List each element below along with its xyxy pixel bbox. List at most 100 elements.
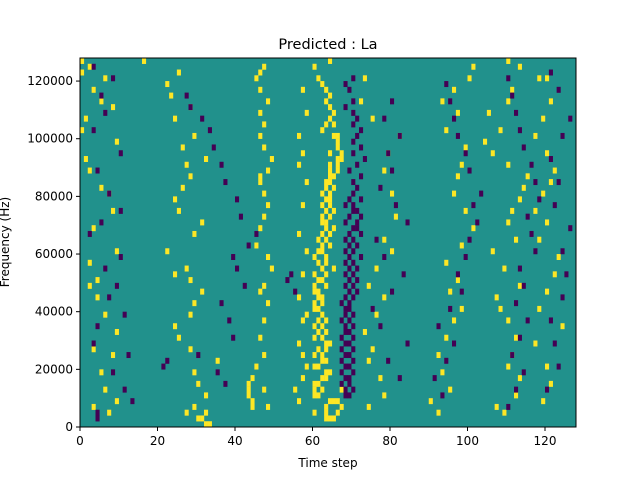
plot-area <box>80 58 576 428</box>
heatmap-cell-low <box>126 352 131 359</box>
heatmap-cell-low <box>347 213 352 220</box>
heatmap-cell-high <box>103 311 108 318</box>
heatmap-cell-high <box>548 98 553 105</box>
heatmap-cell-high <box>548 179 553 186</box>
heatmap-cell-high <box>266 202 271 209</box>
heatmap-cell-high <box>215 357 220 364</box>
heatmap-cell-high <box>328 213 333 220</box>
x-tick-label: 80 <box>382 434 397 448</box>
heatmap-cell-high <box>297 398 302 405</box>
heatmap-cell-high <box>393 213 398 220</box>
heatmap-cell-high <box>335 161 340 168</box>
heatmap-cell-low <box>355 219 360 226</box>
heatmap-cell-low <box>475 219 480 226</box>
heatmap-cell-low <box>347 277 352 284</box>
heatmap-cell-high <box>250 398 255 405</box>
heatmap-cell-high <box>324 86 329 93</box>
y-tick-label: 80000 <box>35 189 73 203</box>
heatmap-cell-high <box>537 305 542 312</box>
heatmap-cell-high <box>320 386 325 393</box>
heatmap-cell-low <box>238 213 243 220</box>
heatmap-cell-low <box>552 202 557 209</box>
heatmap-cell-high <box>80 69 85 76</box>
heatmap-cell-low <box>343 328 348 335</box>
heatmap-cell-high <box>188 277 193 284</box>
heatmap-cell-high <box>514 334 519 341</box>
heatmap-cell-low <box>556 86 561 93</box>
heatmap-cell-high <box>359 98 364 105</box>
heatmap-cell-low <box>223 179 228 186</box>
heatmap-cell-high <box>324 346 329 353</box>
heatmap-cell-high <box>316 294 321 301</box>
heatmap-cell-high <box>320 277 325 284</box>
heatmap-cell-low <box>339 357 344 364</box>
heatmap-cell-high <box>339 150 344 157</box>
heatmap-cell-high <box>335 132 340 139</box>
heatmap-cell-high <box>328 58 333 64</box>
heatmap-cell-low <box>359 254 364 260</box>
heatmap-cell-high <box>448 386 453 393</box>
heatmap-cell-low <box>405 219 410 226</box>
heatmap-cell-low <box>347 392 352 399</box>
x-tick-label: 0 <box>76 434 84 448</box>
heatmap-cell-high <box>200 415 205 422</box>
heatmap-cell-high <box>324 375 329 382</box>
heatmap-cell-high <box>506 317 511 324</box>
heatmap-cell-high <box>114 248 119 255</box>
heatmap-cell-high <box>331 184 336 191</box>
heatmap-cell-high <box>300 352 305 359</box>
heatmap-cell-low <box>355 265 360 272</box>
heatmap-cell-high <box>382 236 387 243</box>
heatmap-cell-low <box>448 98 453 105</box>
heatmap-cell-low <box>343 202 348 209</box>
heatmap-cell-low <box>355 277 360 284</box>
heatmap-cell-high <box>304 179 309 186</box>
heatmap-cell-low <box>339 334 344 341</box>
heatmap-cell-low <box>351 109 356 116</box>
heatmap-cell-low <box>343 392 348 399</box>
heatmap-cell-high <box>324 219 329 226</box>
heatmap-cell-high <box>545 150 550 157</box>
heatmap-cell-high <box>300 317 305 324</box>
heatmap-cell-low <box>355 161 360 168</box>
heatmap-cell-low <box>351 225 356 232</box>
heatmap-cell-low <box>405 340 410 347</box>
heatmap-cell-low <box>339 300 344 307</box>
heatmap-cell-low <box>374 236 379 243</box>
heatmap-cell-high <box>254 363 259 370</box>
heatmap-cell-low <box>362 156 367 162</box>
heatmap-cell-high <box>494 294 499 301</box>
heatmap-cell-low <box>235 265 240 272</box>
heatmap-cell-high <box>312 380 317 387</box>
heatmap-cell-high <box>192 369 197 376</box>
heatmap-cell-high <box>506 161 511 168</box>
heatmap-cell-low <box>378 323 383 330</box>
heatmap-cell-high <box>320 248 325 255</box>
heatmap-cell-high <box>312 288 317 295</box>
heatmap-cell-high <box>316 288 321 295</box>
heatmap-cell-low <box>351 282 356 289</box>
heatmap-cell-low <box>343 219 348 226</box>
heatmap-cell-high <box>440 98 445 105</box>
heatmap-cell-high <box>328 150 333 157</box>
heatmap-cell-high <box>165 81 170 88</box>
heatmap-cell-low <box>289 271 294 278</box>
heatmap-cell-high <box>103 386 108 393</box>
heatmap-cell-high <box>517 63 522 70</box>
heatmap-cell-low <box>99 92 104 99</box>
heatmap-cell-low <box>91 63 96 70</box>
heatmap-cell-high <box>366 403 371 410</box>
heatmap-cell-low <box>95 409 100 416</box>
heatmap-cell-low <box>351 202 356 209</box>
heatmap-cell-high <box>324 196 329 203</box>
heatmap-cell-high <box>262 121 267 128</box>
heatmap-cell-low <box>246 242 251 249</box>
heatmap-cell-low <box>343 271 348 278</box>
heatmap-cell-low <box>560 132 565 139</box>
heatmap-cell-low <box>242 282 247 289</box>
heatmap-cell-high <box>262 352 267 359</box>
heatmap-cell-high <box>328 167 333 174</box>
heatmap-cell-high <box>374 265 379 272</box>
heatmap-cell-low <box>161 363 166 370</box>
heatmap-cell-high <box>463 207 468 214</box>
